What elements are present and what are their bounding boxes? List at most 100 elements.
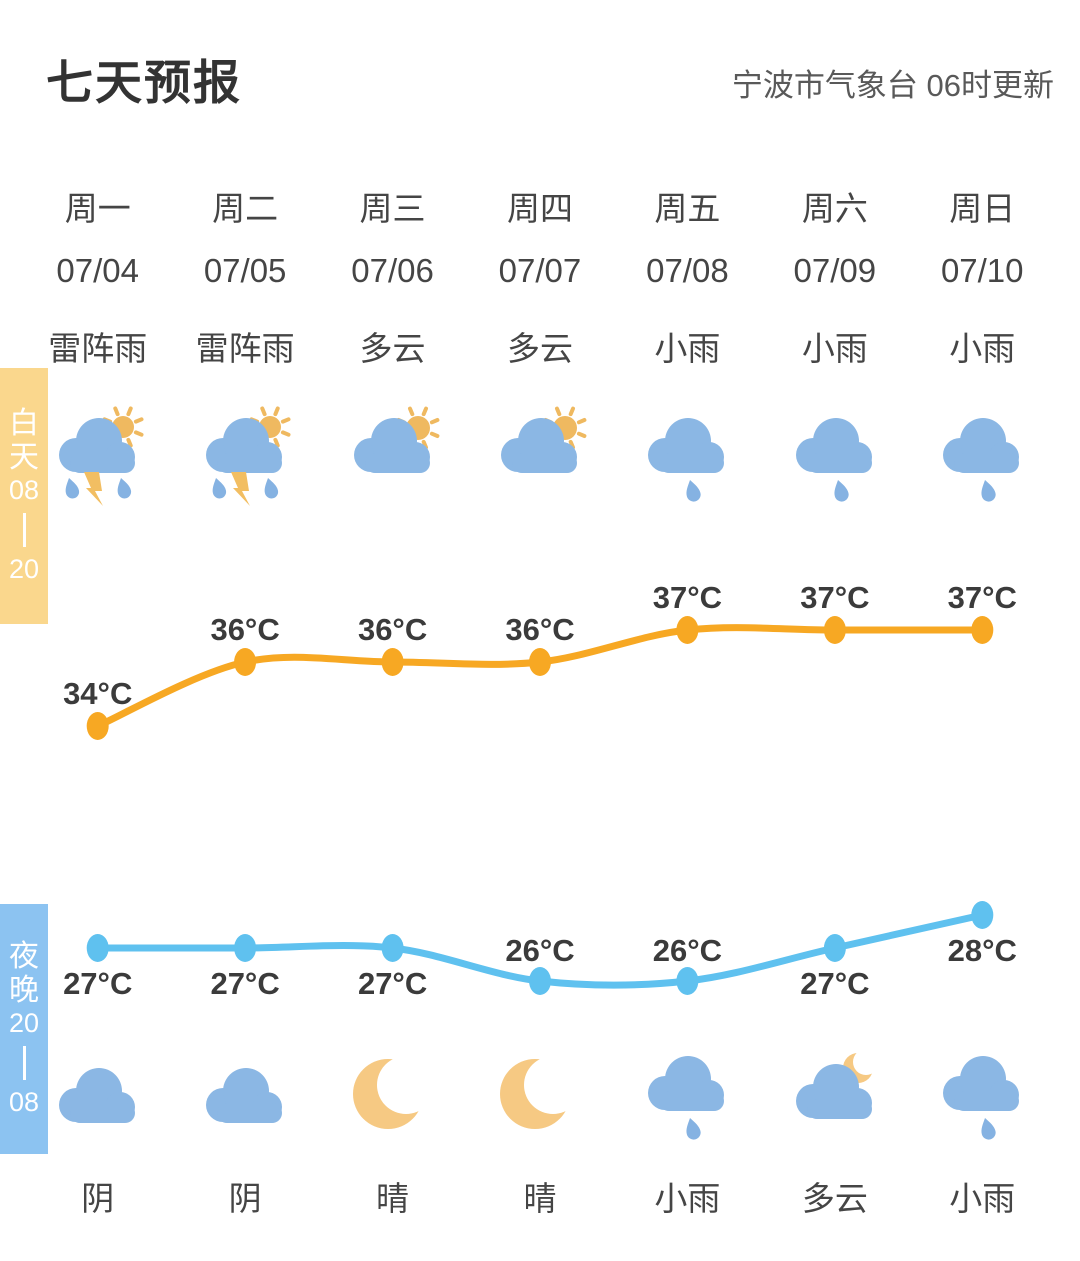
night-condition-label: 晴 <box>523 1180 557 1217</box>
temperature-value-label: 27°C <box>358 966 427 1001</box>
weather-icon-cell <box>171 398 318 518</box>
night-condition-row: 阴 阴 晴 晴 小雨 多云 小雨 <box>24 1172 1056 1220</box>
weather-icon-cell <box>319 398 466 518</box>
date-label: 07/07 <box>498 252 582 289</box>
date-row: 07/04 07/05 07/06 07/07 07/08 07/09 07/10 <box>24 252 1056 290</box>
temperature-value-label: 27°C <box>63 966 132 1001</box>
weekday-label: 周日 <box>949 190 1016 227</box>
weather-icon-cell <box>466 1036 613 1156</box>
weekday-label: 周四 <box>506 190 573 227</box>
weekday-label: 周五 <box>654 190 721 227</box>
temperature-point <box>971 616 994 644</box>
weather-icon-cell <box>761 398 908 518</box>
thundershower-icon <box>206 406 291 506</box>
date-label: 07/06 <box>351 252 434 289</box>
temperature-value-label: 27°C <box>800 966 869 1001</box>
weather-icon-cell <box>24 398 171 518</box>
rain-cloud-icon <box>648 1056 725 1140</box>
temperature-value-label: 37°C <box>948 580 1017 615</box>
tab-divider-line <box>22 1045 26 1080</box>
weather-icon-cell <box>171 1036 318 1156</box>
tab-label-text: 晚 <box>9 973 39 1007</box>
date-label: 07/08 <box>646 252 729 289</box>
temperature-value-label: 36°C <box>358 612 427 647</box>
day-condition-label: 雷阵雨 <box>195 330 295 367</box>
day-condition-label: 小雨 <box>801 330 868 367</box>
tab-label-text: 20 <box>8 1007 40 1038</box>
tab-label-text: 夜 <box>9 940 39 974</box>
weather-icon-cell <box>909 1036 1056 1156</box>
day-condition-label: 小雨 <box>949 330 1016 367</box>
tab-label-text: 08 <box>8 1086 40 1117</box>
temperature-point <box>234 648 257 676</box>
date-label: 07/09 <box>793 252 877 289</box>
day-section-tab: 白天 08 20 <box>0 368 48 624</box>
weather-icon-cell <box>614 398 761 518</box>
night-condition-label: 阴 <box>228 1180 262 1217</box>
weekday-label: 周六 <box>801 190 868 227</box>
weekday-label: 周一 <box>64 190 131 227</box>
moon-behind-cloud-icon <box>795 1049 879 1119</box>
day-temperature-chart: 34°C 36°C 36°C 36°C 37°C 37°C 37°C <box>63 580 1017 740</box>
night-condition-label: 晴 <box>376 1180 410 1217</box>
day-condition-label: 多云 <box>506 330 573 367</box>
temperature-value-label: 26°C <box>505 933 574 968</box>
date-label: 07/04 <box>56 252 139 289</box>
temperature-value-label: 37°C <box>653 580 722 615</box>
temperature-point <box>86 712 109 740</box>
temperature-value-label: 36°C <box>505 612 574 647</box>
day-condition-label: 小雨 <box>654 330 721 367</box>
temperature-value-label: 34°C <box>63 676 132 711</box>
cloud-icon <box>58 1068 135 1123</box>
weather-icon-cell <box>614 1036 761 1156</box>
weather-icon-cell <box>319 1036 466 1156</box>
temperature-value-label: 27°C <box>210 966 279 1001</box>
night-condition-label: 阴 <box>81 1180 115 1217</box>
temperature-point <box>971 901 994 929</box>
temperature-value-label: 36°C <box>210 612 279 647</box>
temperature-point <box>381 648 404 676</box>
thundershower-icon <box>58 406 144 506</box>
rain-cloud-icon <box>648 418 725 502</box>
tab-label-text: 天 <box>9 440 39 474</box>
weather-icon-cell <box>909 398 1056 518</box>
date-label: 07/10 <box>940 252 1024 289</box>
night-weather-icon-row <box>24 1036 1056 1156</box>
tab-divider-line <box>22 512 26 547</box>
temperature-point <box>676 967 699 995</box>
day-condition-label: 雷阵雨 <box>48 330 148 367</box>
weekday-label: 周三 <box>359 190 426 227</box>
temperature-point <box>86 934 109 962</box>
night-section-tab: 夜晚 20 08 <box>0 904 48 1154</box>
temperature-value-label: 28°C <box>948 933 1017 968</box>
rain-cloud-icon <box>943 418 1020 502</box>
day-condition-label: 多云 <box>359 330 426 367</box>
sun-behind-cloud-icon <box>353 406 439 473</box>
tab-label-text: 08 <box>8 474 40 505</box>
temperature-point <box>234 934 257 962</box>
date-label: 07/05 <box>203 252 287 289</box>
sun-behind-cloud-icon <box>500 406 587 473</box>
weekday-row: 周一 周二 周三 周四 周五 周六 周日 <box>24 182 1056 230</box>
night-temperature-chart: 27°C 27°C 27°C 26°C 26°C 27°C 28°C <box>63 901 1017 1001</box>
temperature-point <box>676 616 699 644</box>
cloud-icon <box>206 1068 283 1123</box>
night-condition-label: 多云 <box>801 1180 868 1217</box>
day-condition-row: 雷阵雨 雷阵雨 多云 多云 小雨 小雨 小雨 <box>24 322 1056 370</box>
temperature-point <box>381 934 404 962</box>
night-condition-label: 小雨 <box>949 1180 1016 1217</box>
day-weather-icon-row <box>24 398 1056 518</box>
crescent-moon-icon <box>499 1056 582 1129</box>
temperature-value-label: 26°C <box>653 933 722 968</box>
page-title: 七天预报 <box>46 56 242 109</box>
weather-icon-cell <box>761 1036 908 1156</box>
source-update-label: 宁波市气象台 06时更新 <box>731 68 1054 103</box>
temperature-value-label: 37°C <box>800 580 869 615</box>
temperature-point <box>823 934 846 962</box>
temperature-point <box>529 967 551 995</box>
night-condition-label: 小雨 <box>654 1180 721 1217</box>
weekday-label: 周二 <box>212 190 279 227</box>
weather-icon-cell <box>24 1036 171 1156</box>
temperature-point <box>529 648 551 676</box>
